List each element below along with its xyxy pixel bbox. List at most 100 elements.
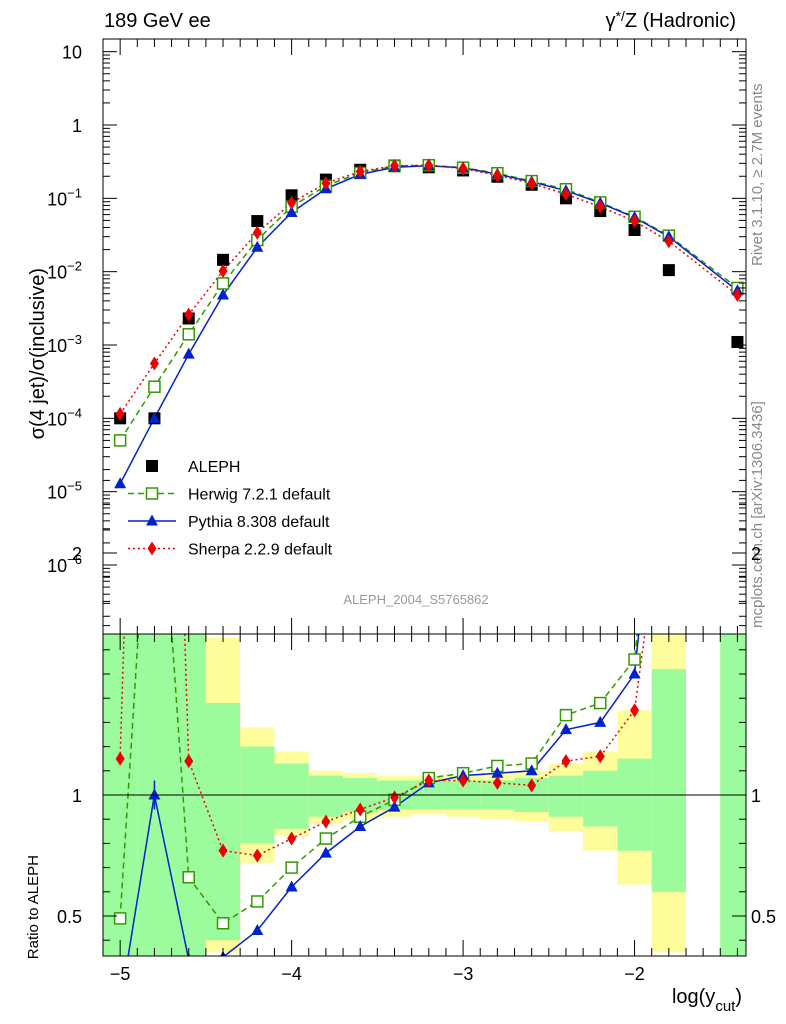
- ratio-point-sherpa: [595, 749, 605, 764]
- main-point-sherpa: [355, 164, 365, 179]
- main-y-tick-label-base: 10: [47, 189, 67, 209]
- ratio-point-herwig: [594, 696, 607, 710]
- x-axis-title: log(ycut): [672, 986, 742, 1015]
- mcplots-label: mcplots.cern.ch [arXiv:1306.3436]: [749, 401, 766, 628]
- main-point-sherpa: [252, 225, 262, 240]
- ratio-point-sherpa: [184, 754, 194, 769]
- ratio-point-herwig: [182, 871, 195, 884]
- ratio-band-green: [548, 775, 584, 817]
- ratio-y-tick-label: 1: [72, 786, 82, 806]
- main-y-tick-label-base: 10: [47, 336, 67, 356]
- ratio-point-sherpa: [630, 703, 640, 718]
- ratio-x-tick-label: −2: [624, 964, 645, 984]
- main-line-herwig: [119, 164, 738, 441]
- rivet-label: Rivet 3.1.10, ≥ 2.7M events: [749, 84, 766, 267]
- main-y-tick-label: 10−6: [47, 552, 82, 576]
- ratio-point-herwig: [663, 330, 674, 341]
- legend-label-aleph: ALEPH: [188, 459, 240, 476]
- ratio-point-pythia: [491, 766, 504, 778]
- ratio-point-herwig: [559, 708, 573, 722]
- main-point-herwig: [216, 277, 230, 290]
- ratio-y-tick-label: 2: [72, 544, 82, 564]
- main-point-sherpa: [389, 158, 399, 173]
- ratio-y-tick-label-right: 0.5: [751, 907, 776, 927]
- ratio-y-tick-label-right: 2: [751, 544, 761, 564]
- main-y-tick-label: 10: [62, 43, 82, 63]
- main-point-sherpa: [184, 307, 194, 322]
- main-point-herwig: [182, 328, 195, 341]
- ratio-point-pythia: [594, 715, 607, 727]
- ratio-band-green: [651, 669, 686, 892]
- main-point-sherpa: [149, 356, 159, 371]
- ratio-point-sherpa: [115, 751, 125, 766]
- ratio-y-tick-label: 0.5: [57, 907, 82, 927]
- ratio-point-pythia: [114, 999, 126, 1010]
- ratio-panel: 0.5 0.5 1 1 2 2 −5 −4 −3 −2: [57, 330, 776, 1010]
- main-point-aleph: [217, 253, 230, 266]
- main-point-pythia: [182, 347, 195, 359]
- legend-label-herwig: Herwig 7.2.1 default: [188, 487, 331, 504]
- legend-marker-sherpa: [147, 541, 157, 556]
- main-y-tick-label-base: 10: [47, 483, 67, 503]
- process-name: Z (Hadronic): [625, 10, 736, 32]
- main-y-tick-label: 1: [72, 116, 82, 136]
- main-point-sherpa: [561, 187, 571, 202]
- ratio-point-sherpa: [561, 754, 571, 769]
- legend-label-sherpa: Sherpa 2.2.9 default: [188, 542, 333, 559]
- main-point-sherpa: [321, 176, 331, 191]
- main-y-tick-label-base: 10: [47, 556, 67, 576]
- main-point-sherpa: [732, 288, 742, 303]
- ratio-point-pythia: [663, 341, 675, 352]
- x-axis-title-main: log(y: [672, 986, 715, 1008]
- main-point-pythia: [251, 240, 264, 252]
- main-y-tick-label: 10−3: [47, 332, 82, 356]
- legend-marker-herwig: [145, 487, 159, 500]
- legend-marker-pythia: [146, 514, 158, 526]
- main-y-tick-label-exp: −3: [67, 332, 82, 347]
- ratio-x-tick-label: −4: [281, 964, 302, 984]
- ratio-band-green: [308, 775, 344, 817]
- gamma-symbol: γ: [606, 10, 616, 32]
- main-y-tick-label: 10−2: [47, 259, 82, 283]
- ratio-point-sherpa: [355, 802, 365, 817]
- ratio-point-pythia: [525, 764, 538, 776]
- main-point-sherpa: [458, 161, 468, 176]
- ratio-point-sherpa: [218, 843, 228, 858]
- main-point-pythia: [114, 477, 127, 489]
- main-point-aleph: [731, 335, 744, 348]
- main-y-tick-label-exp: −5: [67, 479, 82, 494]
- process-title: γ*/Z (Hadronic): [606, 8, 736, 32]
- ratio-y-axis-title: Ratio to ALEPH: [25, 855, 42, 959]
- main-y-tick-label-exp: −4: [67, 405, 82, 420]
- ratio-band-green: [274, 763, 309, 829]
- main-y-tick-label-base: 1: [72, 116, 82, 136]
- main-y-tick-label-base: 10: [62, 43, 82, 63]
- ratio-point-sherpa: [458, 773, 468, 788]
- ratio-y-tick-label-right: 1: [751, 786, 761, 806]
- ratio-point-herwig: [285, 861, 298, 874]
- x-axis-title-close: ): [735, 986, 742, 1008]
- main-y-tick-label-base: 10: [47, 409, 67, 429]
- ratio-point-herwig: [251, 895, 264, 908]
- ratio-point-pythia: [559, 723, 572, 735]
- ratio-point-sherpa: [664, 449, 673, 463]
- ratio-line-sherpa: [119, 634, 646, 857]
- ratio-uncertainty-bands: [103, 634, 746, 956]
- main-point-aleph: [285, 189, 298, 202]
- main-y-tick-label-exp: −1: [67, 185, 82, 200]
- main-line-sherpa: [119, 164, 738, 415]
- main-point-aleph: [251, 215, 264, 228]
- main-point-sherpa: [424, 158, 434, 173]
- ratio-point-pythia: [388, 800, 401, 812]
- ratio-point-sherpa: [389, 790, 399, 805]
- ratio-band-green: [617, 758, 652, 851]
- ratio-point-herwig: [216, 917, 230, 930]
- main-y-tick-label: 10−1: [47, 185, 82, 209]
- main-point-pythia: [285, 206, 298, 218]
- main-point-sherpa: [595, 199, 605, 214]
- ratio-point-pythia: [628, 667, 641, 679]
- gamma-star: */: [616, 8, 625, 24]
- ratio-point-sherpa: [527, 778, 537, 793]
